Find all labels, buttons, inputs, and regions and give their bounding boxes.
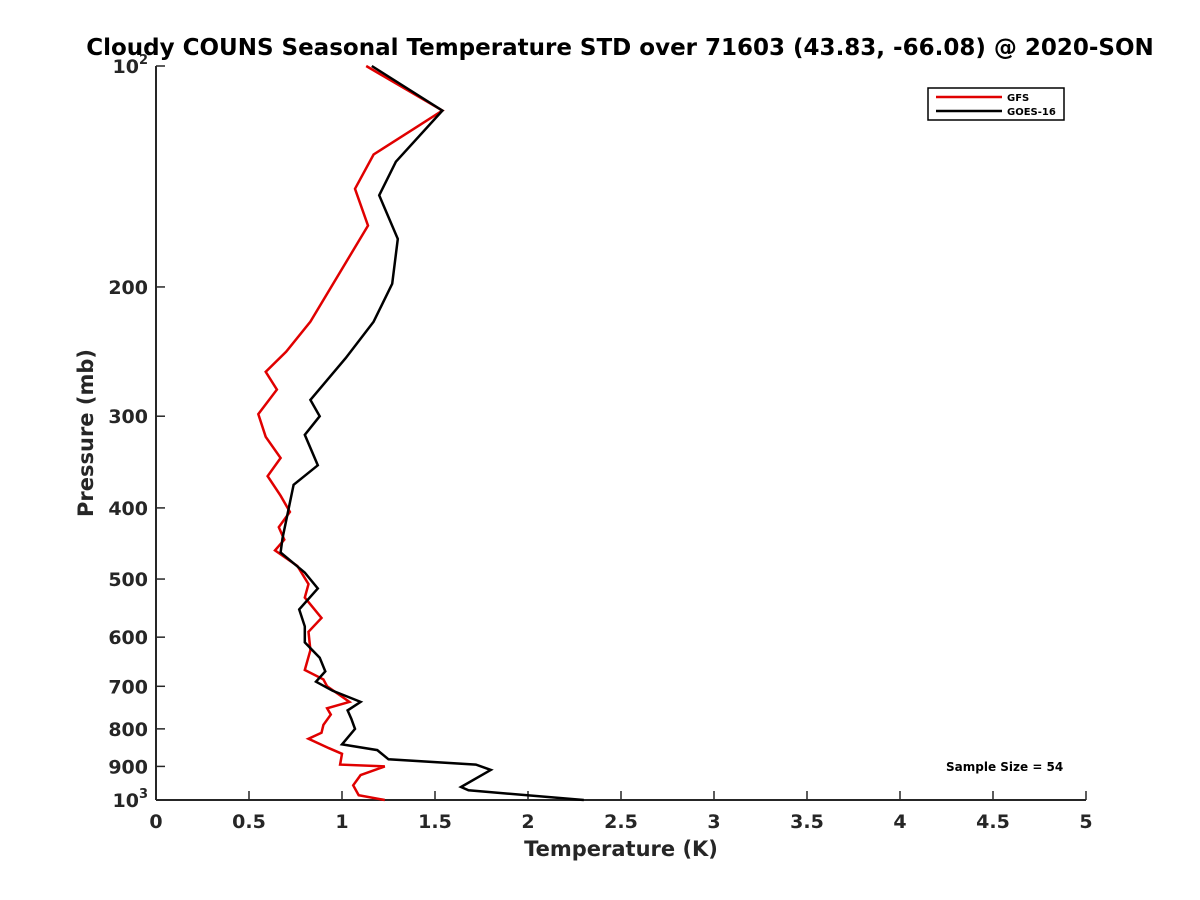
x-axis-label: Temperature (K) — [524, 837, 718, 861]
y-tick-label: 102 — [113, 53, 149, 78]
x-tick-label: 2 — [521, 811, 534, 833]
x-ticks: 0 0.5 1 1.5 2 2.5 3 3.5 4 4.5 5 — [149, 791, 1093, 833]
y-tick-label: 600 — [108, 627, 148, 649]
series-layer — [256, 64, 584, 802]
x-tick-label: 1.5 — [418, 811, 452, 833]
x-tick-label: 3 — [707, 811, 720, 833]
legend: GFS GOES-16 — [927, 87, 1065, 121]
x-tick-label: 0 — [149, 811, 162, 833]
x-tick-label: 0.5 — [232, 811, 266, 833]
chart-title: Cloudy COUNS Seasonal Temperature STD ov… — [86, 35, 1154, 61]
series-line-goes16 — [279, 64, 584, 802]
y-tick-label: 700 — [108, 676, 148, 698]
x-tick-label: 5 — [1079, 811, 1092, 833]
y-tick-label: 200 — [108, 277, 148, 299]
legend-label-goes16: GOES-16 — [1007, 107, 1056, 118]
x-tick-label: 1 — [335, 811, 348, 833]
x-tick-label: 4 — [893, 811, 906, 833]
x-tick-label: 4.5 — [976, 811, 1010, 833]
plot-area — [155, 66, 1086, 801]
series-line-gfs — [256, 64, 445, 802]
y-tick-label: 400 — [108, 498, 148, 520]
y-tick-label: 300 — [108, 406, 148, 428]
legend-box — [927, 87, 1065, 121]
y-axis-label: Pressure (mb) — [74, 349, 98, 517]
y-tick-label: 103 — [113, 787, 149, 812]
sample-size-annotation: Sample Size = 54 — [946, 760, 1063, 774]
x-tick-label: 2.5 — [604, 811, 638, 833]
y-ticks: 102 200 300 400 500 600 700 800 900 103 — [108, 53, 165, 812]
x-tick-label: 3.5 — [790, 811, 824, 833]
y-tick-label: 900 — [108, 756, 148, 778]
legend-label-gfs: GFS — [1007, 93, 1029, 104]
y-tick-label: 800 — [108, 719, 148, 741]
y-tick-label: 500 — [108, 569, 148, 591]
